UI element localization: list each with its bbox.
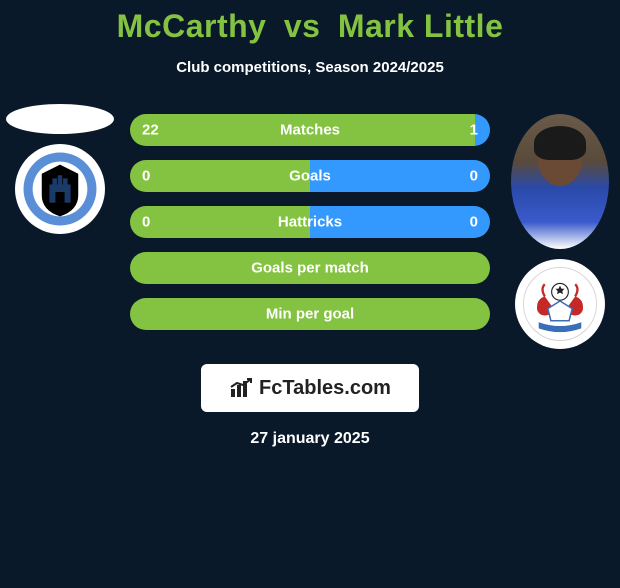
player2-crest <box>515 259 605 349</box>
bar-row-goals-per-match: Goals per match <box>130 252 490 284</box>
compare-area: Matches 22 1 Goals 0 0 Hattricks 0 0 Goals per ma… <box>0 104 620 330</box>
bar-row-matches: Matches 22 1 <box>130 114 490 146</box>
date: 27 january 2025 <box>0 430 620 448</box>
bar-val-right: 0 <box>470 168 478 185</box>
player2-avatar-photo <box>511 114 609 249</box>
bar-seg-right <box>310 160 490 192</box>
bar-val-left: 22 <box>142 122 159 139</box>
player1-avatar-blank <box>6 104 114 134</box>
bar-label: Min per goal <box>266 306 354 323</box>
bar-seg-left <box>130 160 310 192</box>
player2-name: Mark Little <box>338 8 504 44</box>
comparison-bars: Matches 22 1 Goals 0 0 Hattricks 0 0 Goals per ma… <box>130 104 490 330</box>
comparison-title: McCarthy vs Mark Little <box>0 8 620 45</box>
logo-text: FcTables.com <box>259 377 391 400</box>
player1-name: McCarthy <box>117 8 267 44</box>
player1-crest <box>15 144 105 234</box>
bar-val-left: 0 <box>142 214 150 231</box>
bar-label: Hattricks <box>278 214 342 231</box>
bar-label: Matches <box>280 122 340 139</box>
bar-val-right: 0 <box>470 214 478 231</box>
subtitle: Club competitions, Season 2024/2025 <box>0 59 620 76</box>
right-column <box>500 114 620 349</box>
left-column <box>0 104 120 234</box>
bar-row-min-per-goal: Min per goal <box>130 298 490 330</box>
bar-row-goals: Goals 0 0 <box>130 160 490 192</box>
fctables-logo: FcTables.com <box>201 364 419 412</box>
crest1-svg <box>22 151 98 227</box>
bar-row-hattricks: Hattricks 0 0 <box>130 206 490 238</box>
crest2-svg <box>522 266 598 342</box>
bar-label: Goals per match <box>251 260 369 277</box>
logo-chart-icon <box>229 377 255 399</box>
bar-label: Goals <box>289 168 331 185</box>
bar-val-left: 0 <box>142 168 150 185</box>
bar-val-right: 1 <box>470 122 478 139</box>
vs-text: vs <box>284 8 321 44</box>
